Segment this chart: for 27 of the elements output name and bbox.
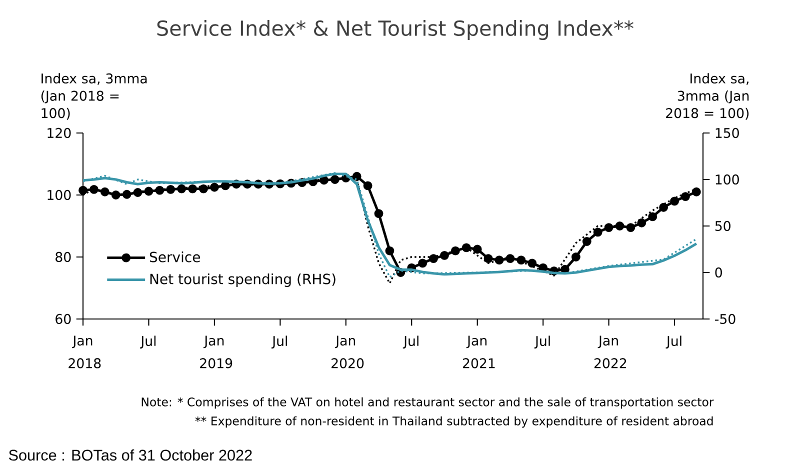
y2-tick-label: 50 [715, 220, 730, 232]
y-tick-label: 100 [48, 190, 71, 200]
y2-tick-label: 150 [716, 128, 739, 138]
x-tick-label: Jul [534, 336, 550, 349]
x-tick-label: Jul [271, 336, 287, 349]
x-tick-label: Jan 2020 [332, 336, 364, 368]
y-tick-label: 60 [56, 314, 71, 324]
x-tick-label: Jul [666, 336, 682, 349]
y-tick-label: 80 [56, 252, 71, 262]
x-tick-label: Jan 2019 [200, 336, 232, 368]
x-tick-label: Jul [402, 336, 418, 349]
chart-title: Service Index* & Net Tourist Spending Index** [157, 20, 634, 40]
y2-tick-label: -50 [715, 314, 736, 324]
x-tick-label: Jul [140, 336, 156, 349]
text: Note: * Comprises of the VAT on hotel and restaurant sector and the sale of transportation sector [142, 397, 714, 409]
x-tick-label: Jan 2021 [462, 336, 495, 368]
y-axis-title: Index sa, 3mma (Jan 2018 = 100) [41, 73, 147, 120]
x-tick-label: Jan 2018 [68, 336, 101, 368]
x-tick-label: Jan 2022 [594, 336, 626, 368]
text: ** Expenditure of non-resident in Thailand subtracted by expenditure of resident abroad [195, 416, 713, 428]
y2-axis-title: Index sa, 3mma (Jan 2018 = 100) [666, 73, 749, 120]
y2-tick-label: 0 [715, 267, 722, 278]
y-tick-label: 120 [48, 128, 71, 138]
source-note: Source : BOTas of 31 October 2022 [8, 449, 252, 461]
legend-label: Service [150, 251, 200, 262]
legend-label: Net tourist spending (RHS) [150, 273, 336, 287]
y2-tick-label: 100 [716, 174, 739, 185]
